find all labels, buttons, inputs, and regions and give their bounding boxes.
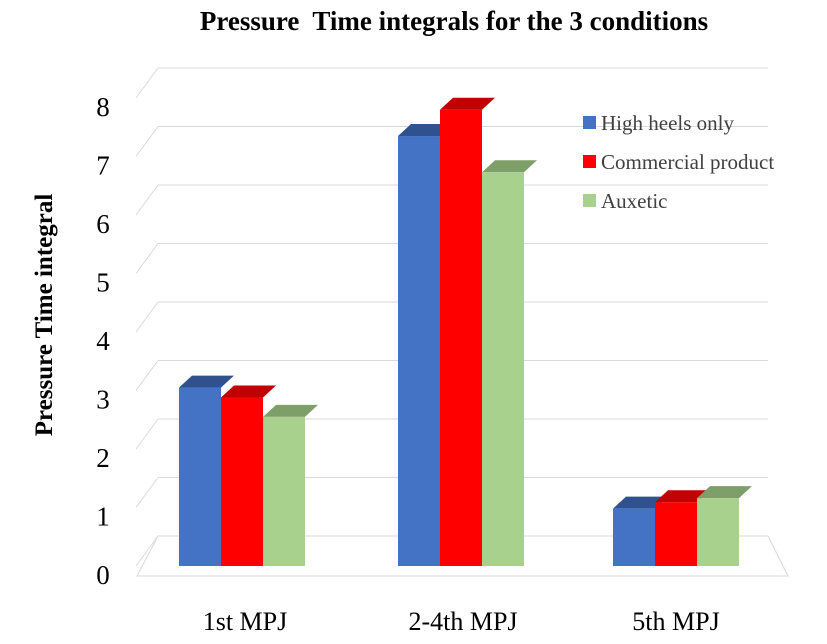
bar (263, 416, 305, 566)
bar (398, 136, 440, 566)
side-gridline (135, 360, 159, 391)
y-tick-label: 0 (96, 560, 110, 590)
y-tick-label: 8 (96, 92, 110, 122)
bar-top-face (263, 404, 318, 417)
side-gridline (135, 418, 159, 450)
x-category-label: 5th MPJ (632, 607, 719, 636)
y-tick-label: 7 (96, 151, 110, 181)
side-gridline (135, 126, 159, 157)
side-gridline (135, 477, 159, 508)
bar (440, 109, 482, 566)
bar (179, 387, 221, 566)
side-gridline (135, 301, 159, 333)
side-gridline (135, 184, 159, 216)
side-gridline (135, 67, 159, 99)
bar (697, 498, 739, 566)
y-tick-label: 3 (96, 385, 110, 415)
bar-top-face (179, 375, 234, 388)
bar-top-face (613, 496, 668, 509)
chart-floor (136, 535, 789, 577)
y-tick-label: 4 (96, 326, 110, 356)
bar-top-face (440, 97, 495, 110)
y-tick-label: 5 (96, 268, 110, 298)
legend-swatch (583, 116, 596, 129)
x-category-label: 1st MPJ (203, 607, 288, 636)
y-tick-label: 6 (96, 209, 110, 239)
bar (655, 502, 697, 566)
bar-top-face (697, 486, 752, 499)
floor-outline (136, 535, 789, 577)
y-axis-label: Pressure Time integral (31, 194, 58, 437)
bars (179, 97, 752, 567)
bar-top-face (221, 385, 276, 398)
y-tick-label: 2 (96, 443, 110, 473)
bar (613, 508, 655, 566)
y-tick-label: 1 (96, 502, 110, 532)
bar (221, 397, 263, 566)
legend-label: Commercial product (601, 150, 774, 174)
legend: High heels only Commercial product Auxetic (583, 111, 774, 213)
legend-swatch (583, 155, 596, 168)
legend-label: Auxetic (601, 189, 667, 213)
bar (482, 172, 524, 567)
bar-top-face (398, 124, 453, 137)
legend-label: High heels only (601, 111, 734, 135)
side-gridline (135, 243, 159, 274)
side-gridline (135, 535, 159, 567)
x-category-labels: 1st MPJ 2-4th MPJ 5th MPJ (203, 607, 720, 636)
chart-title: Pressure Time integrals for the 3 condit… (200, 6, 708, 36)
bar-top-face (655, 490, 710, 503)
bar-top-face (482, 160, 537, 173)
legend-swatch (583, 194, 596, 207)
y-tick-labels: 0 1 2 3 4 5 6 7 8 (96, 92, 110, 590)
x-category-label: 2-4th MPJ (408, 607, 517, 636)
